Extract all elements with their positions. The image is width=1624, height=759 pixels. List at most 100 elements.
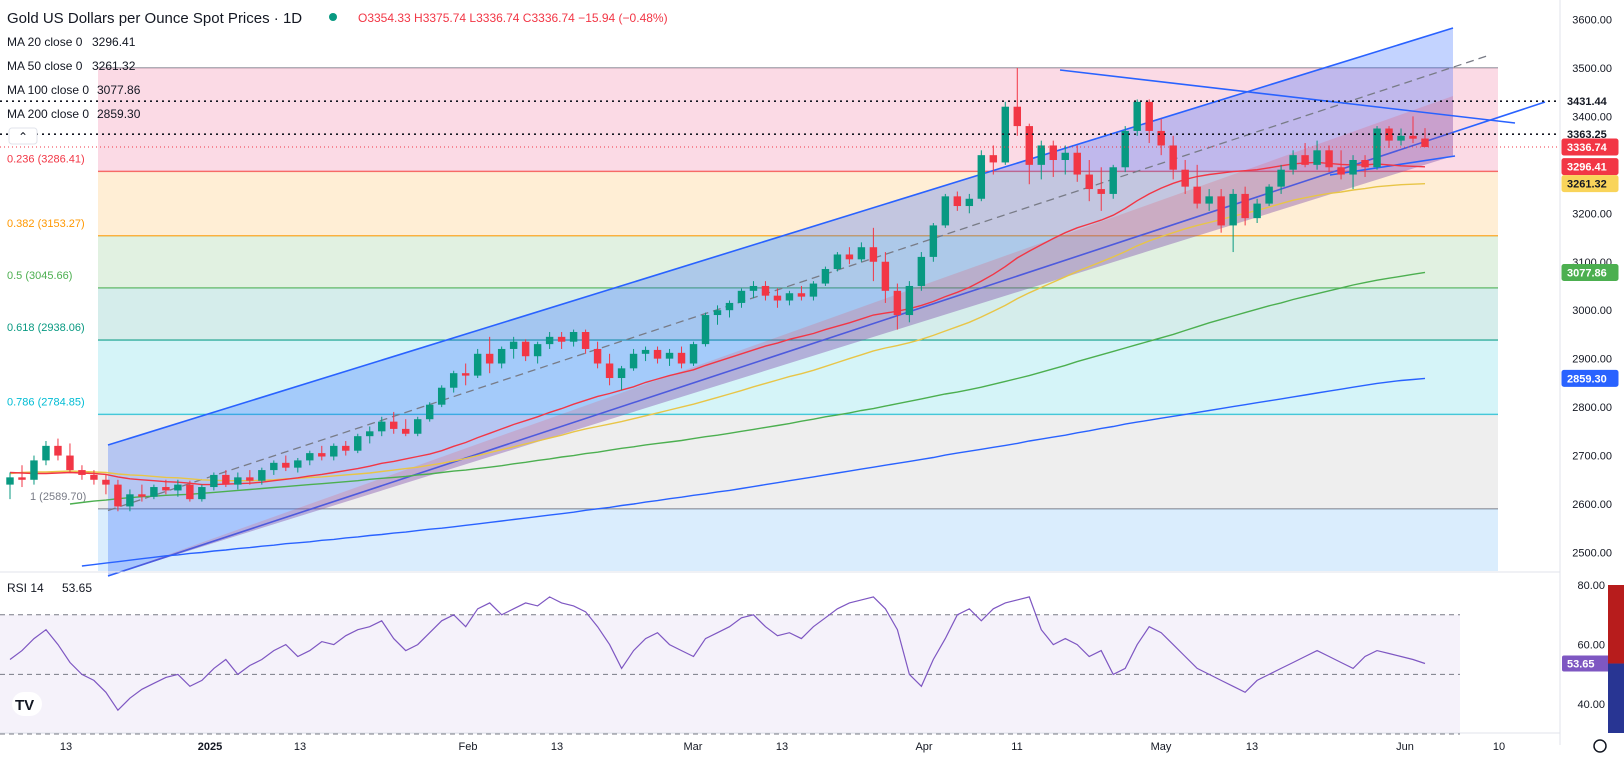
candle-body [282,462,290,468]
fib-label: 0.5 (3045.66) [7,270,72,282]
candle-body [1241,193,1249,219]
candle-body [701,315,710,345]
candle-body [1289,155,1297,170]
candle-body [1097,189,1105,194]
candle-body [545,336,554,345]
price-tick-label: 3500.00 [1572,63,1612,75]
candle-body [1061,152,1069,161]
candle-body [1349,160,1357,175]
candle-body [198,487,206,500]
candle-body [509,341,518,349]
rsi-label: RSI 14 [7,581,44,595]
candle-body [54,445,62,456]
legend-label: MA 20 close 0 [7,35,83,49]
rsi-colorbar-upper [1608,585,1624,664]
candles [6,67,1429,512]
candle-body [222,474,230,485]
fib-label: 0.236 (3286.41) [7,153,85,165]
candle-body [210,474,218,488]
chevron-up-icon: ⌃ [18,130,28,144]
candle-body [1181,169,1189,187]
candle-body [593,348,602,364]
candle-body [629,353,638,369]
candle-body [246,477,254,481]
candle-body [893,290,902,316]
legend-value: 3261.32 [92,59,136,73]
rsi-badge [1562,655,1610,672]
horizontal-levels [0,100,1560,148]
ma-line-ma100 [69,271,1426,505]
legend-value: 2859.30 [97,107,141,121]
legend-value: 3077.86 [97,83,141,97]
tradingview-logo [12,692,42,716]
fib-label: 0.382 (3153.27) [7,218,85,230]
fib-label: 0.786 (2784.85) [7,396,85,408]
candle-body [641,349,650,354]
candle-body [294,460,302,468]
price-badge-text: 3336.74 [1567,142,1608,154]
candle-body [713,310,722,316]
time-tick-label: Mar [684,741,703,753]
candle-body [1361,160,1369,168]
fib-band [98,414,1498,509]
candle-body [965,198,974,207]
legend-value: 3296.41 [92,35,136,49]
candle-body [1049,145,1057,161]
candle-body [1409,135,1417,139]
price-badge [1561,175,1619,193]
candle-body [1421,138,1429,148]
candle-body [665,352,674,359]
rsi-pane: RSI 14 53.65 80.00 60.00 40.00 53.65 [0,580,1624,735]
candle-body [66,455,74,471]
candle-body [605,363,614,379]
candle-body [90,474,98,480]
time-axis: 13 2025 13 Feb 13 Mar 13 Apr 11 May 13 Jun 10 [60,741,1505,753]
fib-band-bottom [98,508,1498,571]
price-badge [1561,138,1619,156]
candle-body [857,247,866,260]
market-status-icon [329,13,337,21]
settings-gear-icon[interactable] [1593,739,1607,753]
candle-body [1325,150,1333,168]
candle-body [413,419,422,434]
price-badge-text: 3261.32 [1567,179,1607,191]
candle-body [761,285,770,296]
candle-body [473,353,482,376]
candle-body [461,373,470,376]
price-tick-label: 2900.00 [1572,354,1612,366]
price-badge-text: 2859.30 [1567,373,1607,385]
fib-band [98,235,1498,289]
candle-body [1169,145,1177,170]
candle-body [1301,155,1309,165]
candle-body [821,269,830,284]
candle-body [174,484,182,491]
candle-body [953,196,962,207]
rsi-line [9,596,1426,712]
candle-body [6,477,14,485]
price-badge [1561,369,1619,387]
indicator-legend: MA 20 close 0 3296.41 MA 50 close 0 3261.32… [7,35,141,121]
time-tick-label: Apr [915,741,932,753]
collapse-legend-button[interactable] [8,127,38,145]
candle-body [114,484,122,507]
candle-body [150,487,158,497]
candle-body [521,341,530,357]
candle-body [342,445,350,451]
candle-body [497,348,506,364]
candle-body [1193,186,1201,204]
candle-body [425,404,434,420]
candle-body [1001,106,1010,163]
channel-midline [107,54,1491,512]
channel-lower-line [107,101,1546,577]
candle-body [1205,196,1213,204]
candle-body [1277,169,1285,187]
candle-body [725,302,734,311]
channel-lower-half [108,96,1453,576]
channel-fill [108,28,1453,576]
candle-body [30,460,38,480]
candle-body [941,196,950,226]
price-badge-text: 3431.44 [1567,96,1608,108]
rsi-value: 53.65 [62,581,92,595]
candle-body [366,431,374,437]
